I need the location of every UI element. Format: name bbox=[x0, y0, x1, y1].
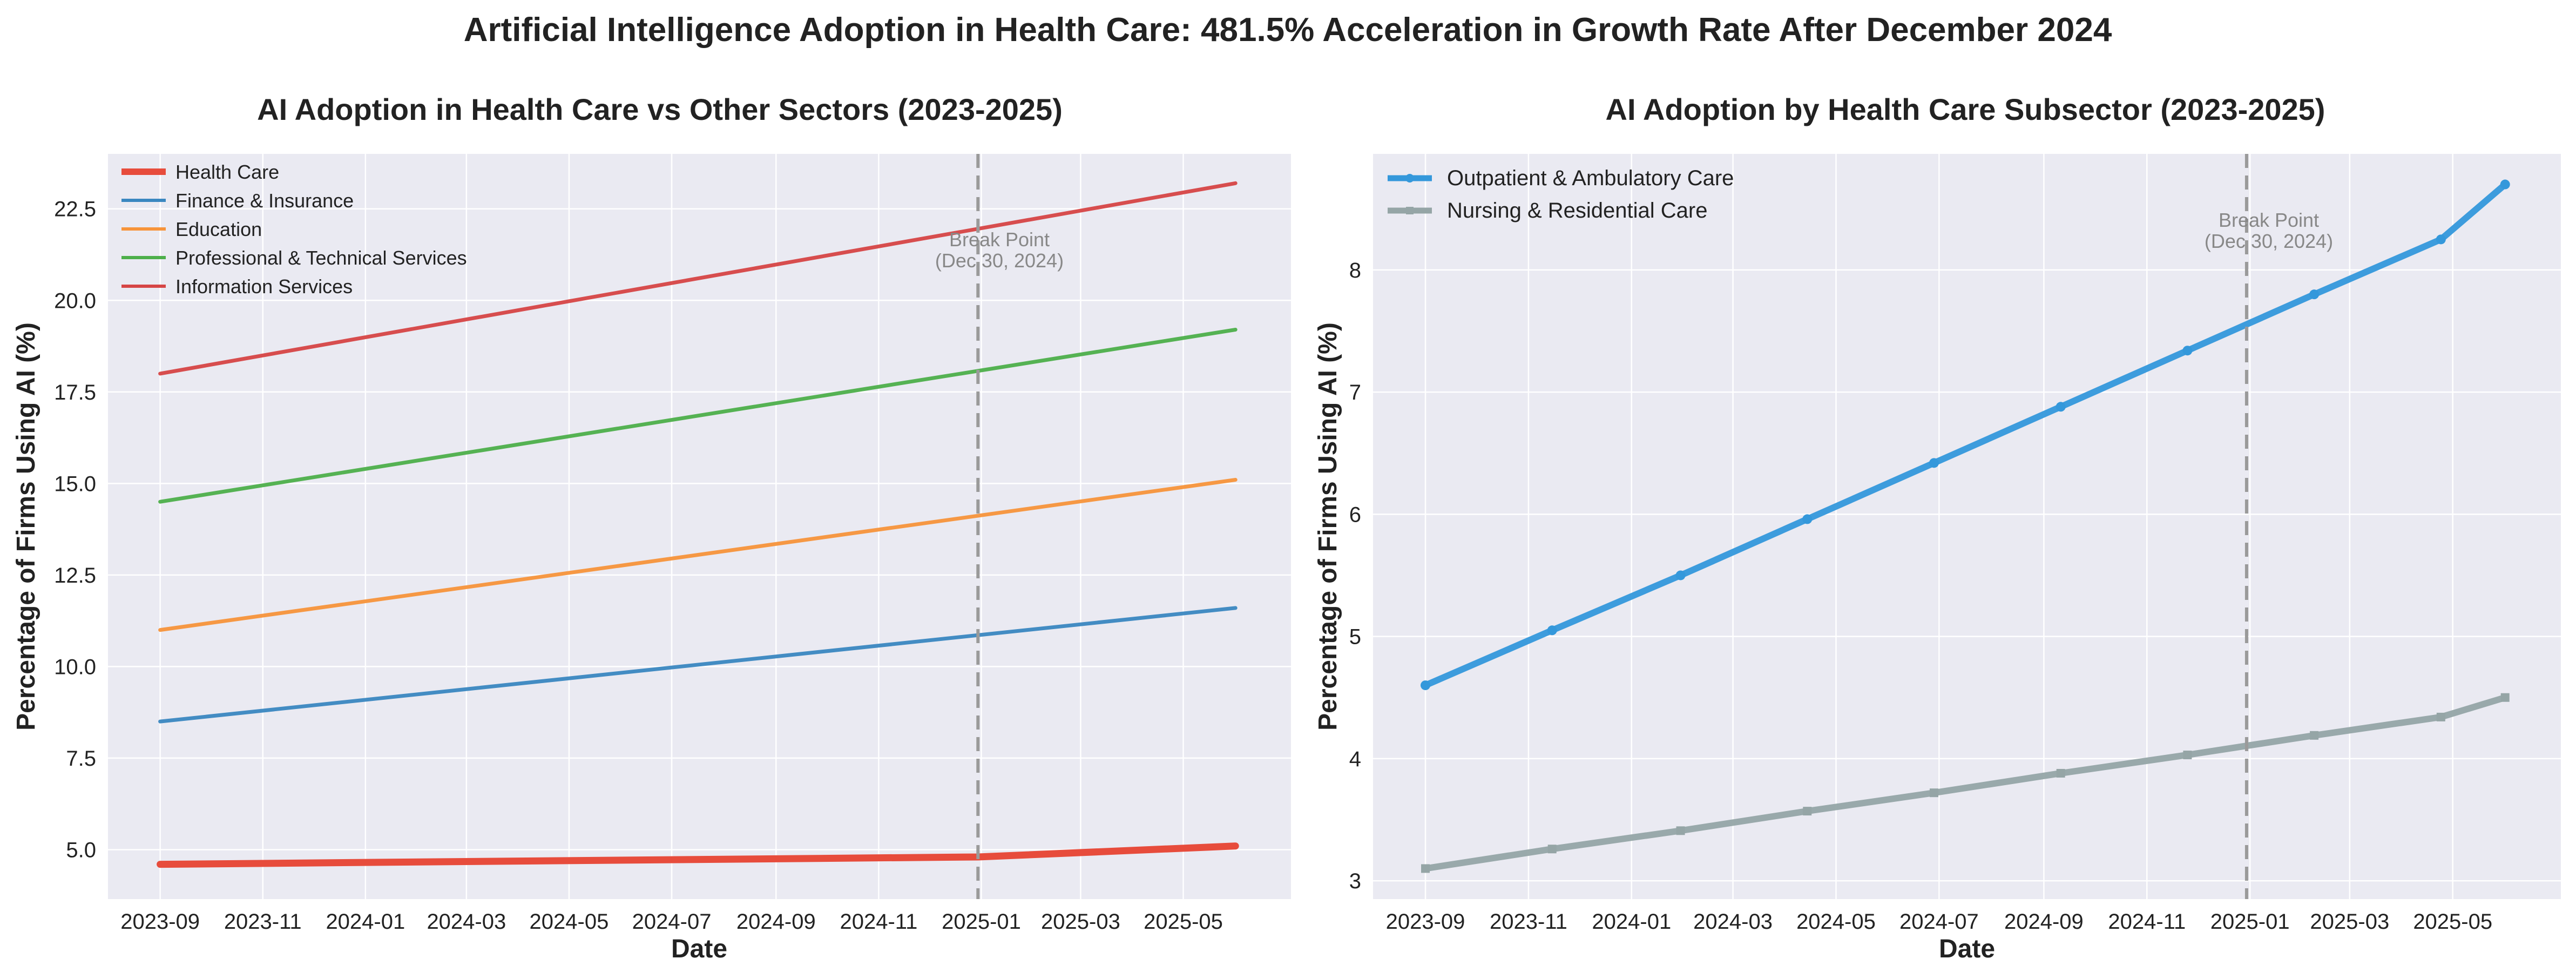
y-tick-label: 7.5 bbox=[66, 747, 96, 771]
x-tick-label: 2024-07 bbox=[632, 910, 712, 934]
series-line bbox=[1422, 694, 2509, 872]
x-tick-label: 2025-05 bbox=[2413, 910, 2492, 934]
y-tick-label: 10.0 bbox=[54, 655, 96, 679]
data-point bbox=[1547, 625, 1557, 636]
legend: Health Care Finance & Insurance Education P… bbox=[121, 161, 467, 298]
x-tick-label: 2025-05 bbox=[1144, 910, 1223, 934]
chart-title: AI Adoption by Health Care Subsector (20… bbox=[1606, 92, 2325, 126]
break-point-date-label: (Dec 30, 2024) bbox=[935, 249, 1064, 272]
y-tick-label: 17.5 bbox=[54, 381, 96, 404]
data-point bbox=[1675, 570, 1686, 580]
y-tick-label: 12.5 bbox=[54, 564, 96, 588]
data-point bbox=[1802, 514, 1813, 524]
y-tick-label: 20.0 bbox=[54, 289, 96, 313]
y-tick-label: 15.0 bbox=[54, 472, 96, 496]
data-point bbox=[2436, 712, 2445, 721]
series-line bbox=[1422, 181, 2509, 689]
x-tick-label: 2025-01 bbox=[942, 910, 1021, 934]
series-line bbox=[158, 328, 1238, 504]
data-point bbox=[2436, 234, 2446, 245]
y-tick-label: 5.0 bbox=[66, 838, 96, 862]
y-axis-ticks: 5.0 7.5 10.0 12.5 15.0 17.5 20.0 22.5 bbox=[54, 198, 96, 862]
x-axis-ticks: 2023-09 2023-11 2024-01 2024-03 2024-05 2024-… bbox=[120, 910, 1223, 934]
y-tick-label: 3 bbox=[1349, 869, 1361, 893]
data-point bbox=[2309, 289, 2320, 300]
y-tick-label: 22.5 bbox=[54, 198, 96, 221]
data-point bbox=[2182, 346, 2193, 356]
chart-title: AI Adoption in Health Care vs Other Sect… bbox=[257, 92, 1063, 126]
x-tick-label: 2024-03 bbox=[427, 910, 506, 934]
x-tick-label: 2025-03 bbox=[1041, 910, 1120, 934]
x-axis-label: Date bbox=[671, 935, 727, 963]
legend: Outpatient & Ambulatory Care Nursing & Re… bbox=[1388, 166, 1734, 222]
x-axis-label: Date bbox=[1939, 935, 1995, 963]
series-line bbox=[158, 606, 1238, 724]
x-tick-label: 2024-05 bbox=[1796, 910, 1876, 934]
x-tick-label: 2024-01 bbox=[326, 910, 405, 934]
data-point bbox=[1547, 845, 1557, 854]
data-point bbox=[1676, 826, 1685, 835]
legend-marker bbox=[1406, 207, 1414, 214]
x-tick-label: 2024-09 bbox=[736, 910, 816, 934]
chart-marks bbox=[1421, 154, 2510, 899]
y-tick-label: 4 bbox=[1349, 747, 1361, 771]
x-axis-ticks: 2023-09 2023-11 2024-01 2024-03 2024-05 2024-… bbox=[1386, 910, 2492, 934]
legend-label: Finance & Insurance bbox=[175, 190, 354, 212]
data-point bbox=[2183, 751, 2192, 760]
data-point bbox=[2056, 402, 2066, 412]
legend-label: Health Care bbox=[175, 161, 279, 183]
data-point bbox=[1803, 807, 1812, 816]
x-tick-label: 2024-05 bbox=[530, 910, 609, 934]
figure-suptitle: Artificial Intelligence Adoption in Heal… bbox=[464, 11, 2112, 49]
plot-area bbox=[1373, 154, 2561, 899]
legend-label: Nursing & Residential Care bbox=[1447, 199, 1707, 222]
x-tick-label: 2024-03 bbox=[1693, 910, 1773, 934]
y-axis-label: Percentage of Firms Using AI (%) bbox=[12, 322, 40, 731]
sector-comparison-chart: AI Adoption in Health Care vs Other Sect… bbox=[12, 92, 1291, 963]
series-line bbox=[158, 181, 1238, 376]
y-axis-ticks: 3 4 5 6 7 8 bbox=[1349, 259, 1361, 893]
x-tick-label: 2024-11 bbox=[2108, 910, 2186, 934]
break-point-label: Break Point bbox=[949, 228, 1050, 251]
x-tick-label: 2025-03 bbox=[2310, 910, 2389, 934]
x-tick-label: 2024-01 bbox=[1592, 910, 1671, 934]
data-point bbox=[2500, 179, 2510, 190]
x-tick-label: 2023-11 bbox=[1490, 910, 1567, 934]
chart-marks bbox=[157, 154, 1239, 899]
legend-label: Information Services bbox=[175, 275, 353, 298]
x-tick-label: 2024-11 bbox=[840, 910, 918, 934]
data-point bbox=[1421, 680, 1431, 691]
data-point bbox=[2310, 731, 2319, 740]
subsector-chart: AI Adoption by Health Care Subsector (20… bbox=[1314, 92, 2561, 963]
break-point-date-label: (Dec 30, 2024) bbox=[2205, 230, 2333, 252]
x-tick-label: 2023-11 bbox=[224, 910, 302, 934]
break-point-label: Break Point bbox=[2219, 209, 2319, 231]
data-point bbox=[1929, 458, 1939, 468]
y-tick-label: 6 bbox=[1349, 503, 1361, 526]
x-tick-label: 2023-09 bbox=[1386, 910, 1465, 934]
y-tick-label: 5 bbox=[1349, 625, 1361, 649]
data-point bbox=[2500, 693, 2510, 702]
y-tick-label: 7 bbox=[1349, 381, 1361, 404]
x-tick-label: 2023-09 bbox=[120, 910, 200, 934]
legend-label: Outpatient & Ambulatory Care bbox=[1447, 166, 1734, 190]
data-point bbox=[1929, 788, 1938, 798]
gridlines bbox=[108, 154, 1291, 899]
series-line bbox=[158, 478, 1238, 632]
y-tick-label: 8 bbox=[1349, 259, 1361, 282]
y-axis-label: Percentage of Firms Using AI (%) bbox=[1314, 322, 1342, 731]
x-tick-label: 2025-01 bbox=[2210, 910, 2290, 934]
legend-marker bbox=[1405, 174, 1414, 183]
legend-label: Professional & Technical Services bbox=[175, 247, 467, 269]
x-tick-label: 2024-09 bbox=[2004, 910, 2084, 934]
data-point bbox=[2056, 768, 2065, 778]
data-point bbox=[1421, 864, 1430, 873]
legend-label: Education bbox=[175, 218, 262, 240]
x-tick-label: 2024-07 bbox=[1899, 910, 1979, 934]
